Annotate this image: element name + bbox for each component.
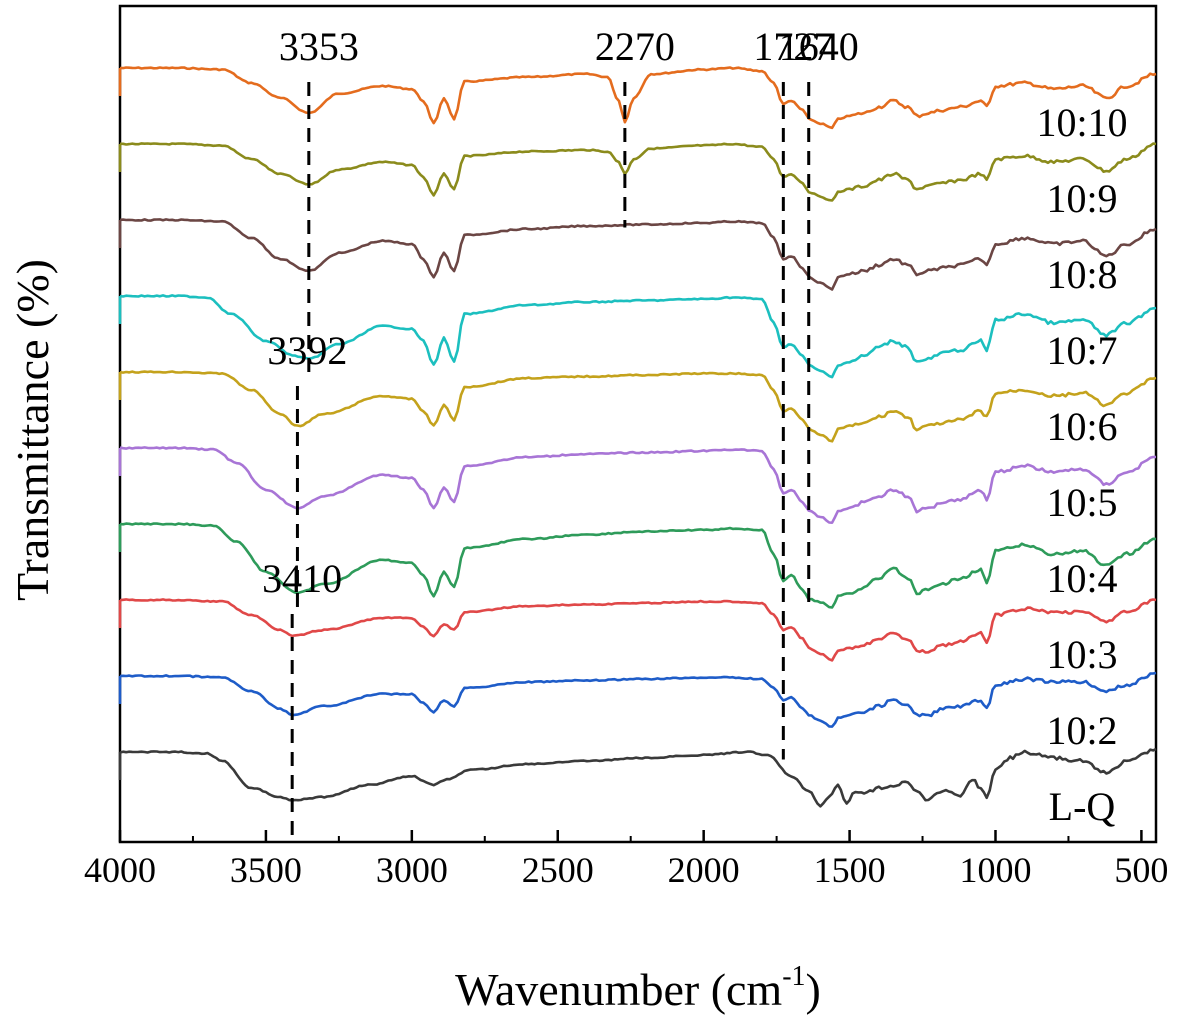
series-label: 10:4: [1046, 556, 1117, 601]
series-line-10-4: [119, 522, 1157, 609]
series-label: 10:2: [1046, 708, 1117, 753]
x-tick-label: 3000: [376, 850, 448, 890]
peak-label: 3353: [279, 24, 359, 69]
peak-label: 1640: [779, 24, 859, 69]
peak-label: 3392: [267, 328, 347, 373]
series-line-L-Q: [119, 747, 1157, 808]
plot-frame: [118, 4, 1158, 844]
x-tick-label: 500: [1114, 850, 1168, 890]
series-line-10-10: [119, 66, 1157, 130]
axes: 4000 3500 3000 2500 2000 1500 1000 500: [84, 4, 1168, 890]
peak-label: 1727: [753, 24, 833, 69]
peak-label: 2270: [595, 24, 675, 69]
series-line-10-7: [119, 294, 1157, 379]
series-line-10-5: [119, 446, 1156, 524]
series-label: 10:7: [1046, 328, 1117, 373]
x-tick-label: 1000: [959, 850, 1031, 890]
peak-label: 3410: [262, 556, 342, 601]
series-label: 10:5: [1046, 480, 1117, 525]
series-label: 10:9: [1046, 176, 1117, 221]
x-tick-label: 4000: [84, 850, 156, 890]
series-traces: [118, 66, 1157, 808]
series-line-10-3: [119, 598, 1157, 662]
y-axis-title: Transmittance (%): [7, 259, 58, 601]
x-tick-label: 3500: [230, 850, 302, 890]
x-tick-label: 2500: [522, 850, 594, 890]
series-label: 10:3: [1046, 632, 1117, 677]
series-label: 10:8: [1046, 252, 1117, 297]
series-label: 10:6: [1046, 404, 1117, 449]
series-line-10-6: [119, 370, 1157, 443]
series-label: 10:10: [1036, 100, 1127, 145]
x-tick-label: 1500: [814, 850, 886, 890]
series-line-10-8: [119, 218, 1157, 291]
series-labels: 10:10 10:9 10:8 10:7 10:6 10:5 10:4 10:3 10:2 L-Q: [1036, 100, 1127, 829]
series-label: L-Q: [1049, 784, 1116, 829]
series-line-10-9: [120, 142, 1157, 202]
series-line-10-2: [119, 671, 1157, 728]
x-axis-title: Wavenumber (cm-1): [455, 961, 821, 1015]
x-tick-label: 2000: [668, 850, 740, 890]
